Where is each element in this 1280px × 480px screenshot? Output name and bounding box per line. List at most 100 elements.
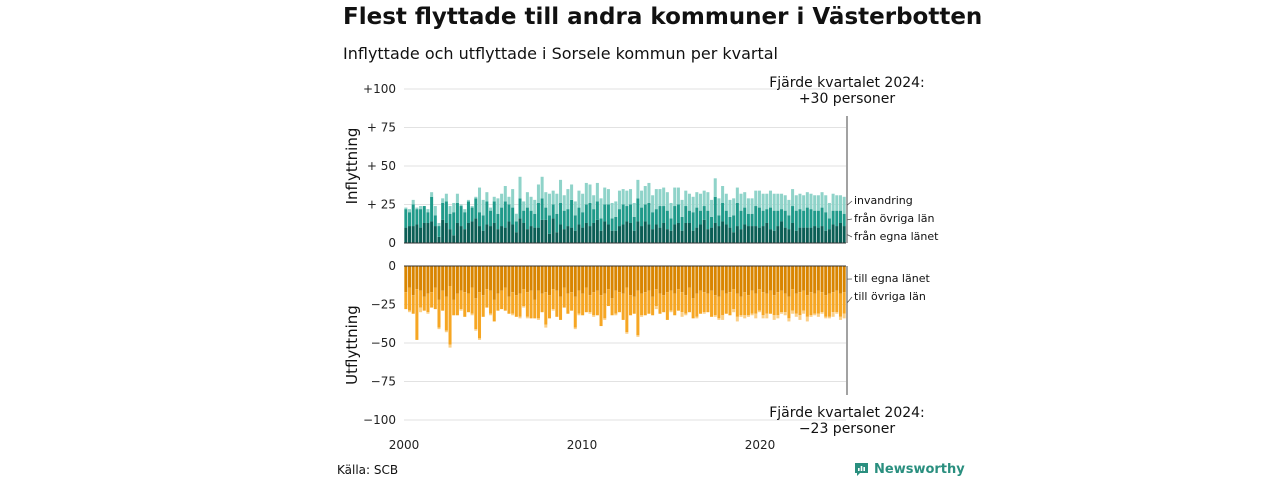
inflow-bar [776, 226, 780, 243]
outflow-bar [492, 266, 496, 300]
inflow-bar [415, 224, 419, 243]
inflow-bar [768, 229, 773, 243]
outflow-bar [419, 266, 423, 291]
inflow-bar [691, 196, 695, 213]
chart-subtitle: Inflyttade och utflyttade i Sorsele komm… [343, 44, 778, 63]
inflow-bar [647, 182, 651, 203]
outflow-bar [791, 289, 795, 311]
outflow-bar [577, 266, 581, 291]
inflow-bar [599, 198, 603, 219]
outflow-bar [466, 293, 470, 313]
inflow-bar [698, 224, 703, 243]
outflow-bar [595, 266, 599, 291]
outflow-bar [640, 293, 644, 316]
outflow-bar [448, 266, 452, 287]
outflow-bar [802, 290, 806, 311]
outflow-bar [684, 313, 688, 316]
inflow-bar [625, 190, 629, 207]
inflow-bar [702, 206, 706, 220]
inflow-bar [735, 202, 739, 227]
inflow-bar [419, 209, 423, 228]
inflow-bar [411, 226, 415, 243]
inflow-bar [651, 212, 655, 230]
inflow-bar [654, 189, 658, 210]
inflow-bar [525, 229, 529, 243]
outflow-bar [702, 266, 706, 293]
inflow-bar [665, 192, 669, 211]
inflow-bar [673, 224, 677, 243]
outflow-bar [544, 324, 548, 328]
inflow-bar [496, 229, 500, 243]
inflow-bar [455, 193, 459, 203]
inflow-bar [824, 195, 828, 213]
outflow-bar [739, 315, 743, 317]
inflow-bar [768, 190, 773, 208]
outflow-bar [459, 266, 463, 291]
outflow-bar [691, 266, 695, 299]
outflow-bar [761, 315, 765, 319]
chart-title: Flest flyttade till andra kommuner i Väs… [343, 4, 983, 30]
inflow-bar [746, 226, 750, 243]
inflow-bar [687, 193, 691, 211]
series-label: till egna länet [854, 272, 930, 285]
inflow-bar [606, 189, 610, 205]
outflow-bar [654, 289, 658, 307]
outflow-bar [780, 266, 784, 291]
inflow-bar [577, 207, 581, 225]
outflow-bar [698, 266, 703, 291]
inflow-bar [765, 222, 769, 243]
inflow-bar [481, 230, 485, 243]
outflow-bar [721, 266, 725, 291]
inflow-bar [422, 222, 426, 243]
inflow-bar [466, 201, 470, 223]
outflow-bar [765, 313, 769, 319]
outflow-bar [813, 293, 817, 314]
inflow-bar [632, 216, 636, 231]
outflow-bar [477, 338, 482, 340]
outflow-bar [647, 266, 651, 291]
outflow-bar [474, 298, 478, 330]
outflow-bar [651, 296, 655, 316]
outflow-bar [721, 315, 725, 320]
inflow-bar [813, 210, 817, 227]
outflow-bar [805, 295, 809, 317]
inflow-bar [441, 202, 445, 220]
outflow-bar [662, 295, 666, 313]
series-label-leader [846, 218, 853, 221]
inflow-bar [477, 212, 482, 227]
inflow-bar [691, 230, 695, 243]
inflow-bar [732, 198, 736, 216]
inflow-bar [437, 236, 441, 243]
inflow-bar [698, 210, 703, 225]
inflow-bar [651, 229, 655, 243]
inflow-bar [772, 230, 776, 243]
outflow-bar [592, 266, 596, 293]
inflow-bar [798, 193, 802, 210]
outflow-bar [739, 296, 743, 316]
outflow-bar [780, 312, 784, 314]
newsworthy-logo-icon [855, 463, 868, 476]
inflow-bar [581, 212, 585, 228]
inflow-bar [426, 209, 430, 213]
inflow-bar [706, 229, 710, 243]
inflow-bar [573, 215, 577, 231]
outflow-bar [599, 266, 603, 296]
inflow-bar [658, 227, 662, 243]
inflow-bar [614, 230, 618, 243]
outflow-bar [404, 292, 408, 310]
inflow-bar [625, 206, 629, 222]
inflow-bar [492, 222, 496, 243]
outflow-bar [746, 295, 750, 316]
brand-logo[interactable]: Newsworthy [854, 462, 965, 477]
outflow-bar [783, 293, 787, 313]
outflow-bar [555, 266, 559, 291]
inflow-bar [463, 209, 467, 213]
outflow-bar [603, 293, 607, 319]
outflow-bar [717, 318, 721, 320]
inflow-bar [525, 192, 529, 208]
inflow-bar [665, 229, 669, 243]
inflow-bar [717, 226, 721, 243]
outflow-bar [794, 293, 798, 314]
inflow-bar [754, 190, 758, 207]
outflow-bar [444, 296, 448, 331]
